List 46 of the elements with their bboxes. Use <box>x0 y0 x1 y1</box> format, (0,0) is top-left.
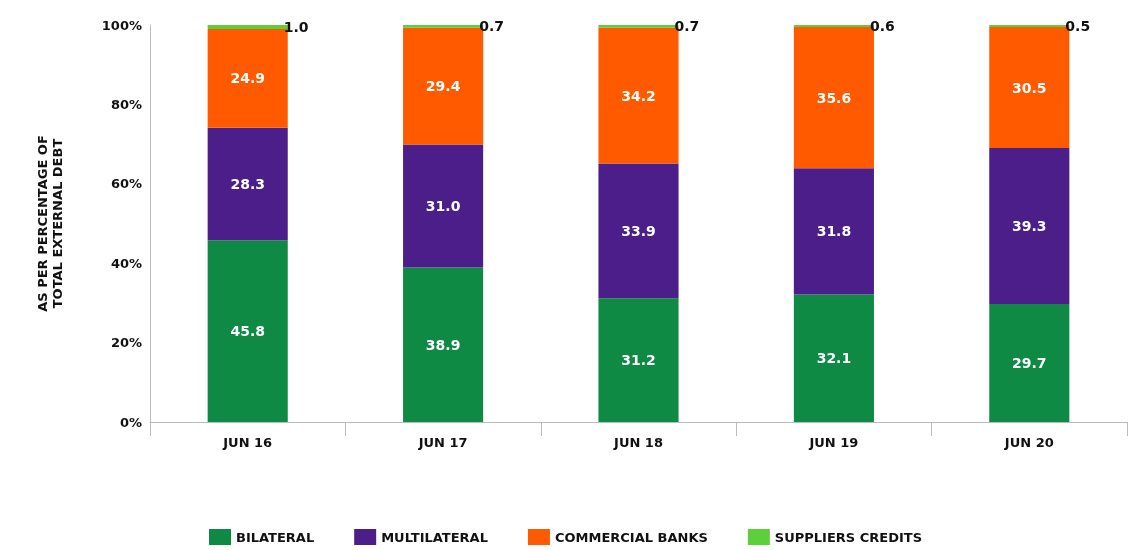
data-label: 45.8 <box>230 323 265 340</box>
bar <box>207 127 288 241</box>
data-label: 24.9 <box>230 70 265 87</box>
bar <box>793 294 874 422</box>
data-label: 29.4 <box>425 78 461 95</box>
data-label: 0.6 <box>869 17 895 34</box>
y-tick-label: 40% <box>110 255 142 271</box>
y-axis-title: AS PER PERCENTAGE OF TOTAL EXTERNAL DEBT <box>35 135 65 312</box>
y-tick-label: 100% <box>101 17 142 33</box>
x-tick-label: JUN 20 <box>1003 435 1054 450</box>
data-label: 28.3 <box>230 176 265 192</box>
bar <box>403 144 484 268</box>
y-tick-label: 60% <box>110 176 142 192</box>
bar <box>207 240 288 422</box>
legend-label: BILATERAL <box>236 529 315 545</box>
data-label: 31.8 <box>816 223 852 240</box>
bar <box>598 163 679 299</box>
data-label: 29.7 <box>1012 355 1047 372</box>
bar <box>598 298 679 422</box>
bar <box>403 267 484 422</box>
data-label: 35.6 <box>816 89 852 106</box>
data-label: 0.7 <box>674 18 700 35</box>
x-tick-label: JUN 16 <box>222 435 273 450</box>
legend-label: MULTILATERAL <box>381 529 488 545</box>
x-tick-label: JUN 17 <box>417 435 468 450</box>
data-label: 33.9 <box>621 222 656 239</box>
data-label: 34.2 <box>621 87 656 104</box>
y-tick-label: 0% <box>119 414 142 430</box>
bar <box>989 148 1070 305</box>
bar <box>793 168 874 295</box>
data-label: 0.5 <box>1065 17 1091 34</box>
y-tick-label: 80% <box>110 96 142 112</box>
legend-label: SUPPLIERS CREDITS <box>774 529 923 545</box>
y-tick-label: 20% <box>110 335 142 351</box>
legend-label: COMMERCIAL BANKS <box>554 529 708 545</box>
data-label: 1.0 <box>283 18 309 35</box>
data-label: 31.0 <box>425 198 461 215</box>
data-label: 31.2 <box>621 352 656 369</box>
data-label: 38.9 <box>425 336 461 353</box>
data-label: 39.3 <box>1012 218 1047 235</box>
data-label: 30.5 <box>1012 79 1047 96</box>
data-label: 32.1 <box>816 350 852 367</box>
data-label: 0.7 <box>479 18 504 35</box>
bar <box>989 304 1070 422</box>
x-tick-label: JUN 19 <box>808 435 859 450</box>
x-tick-label: JUN 18 <box>613 435 663 450</box>
